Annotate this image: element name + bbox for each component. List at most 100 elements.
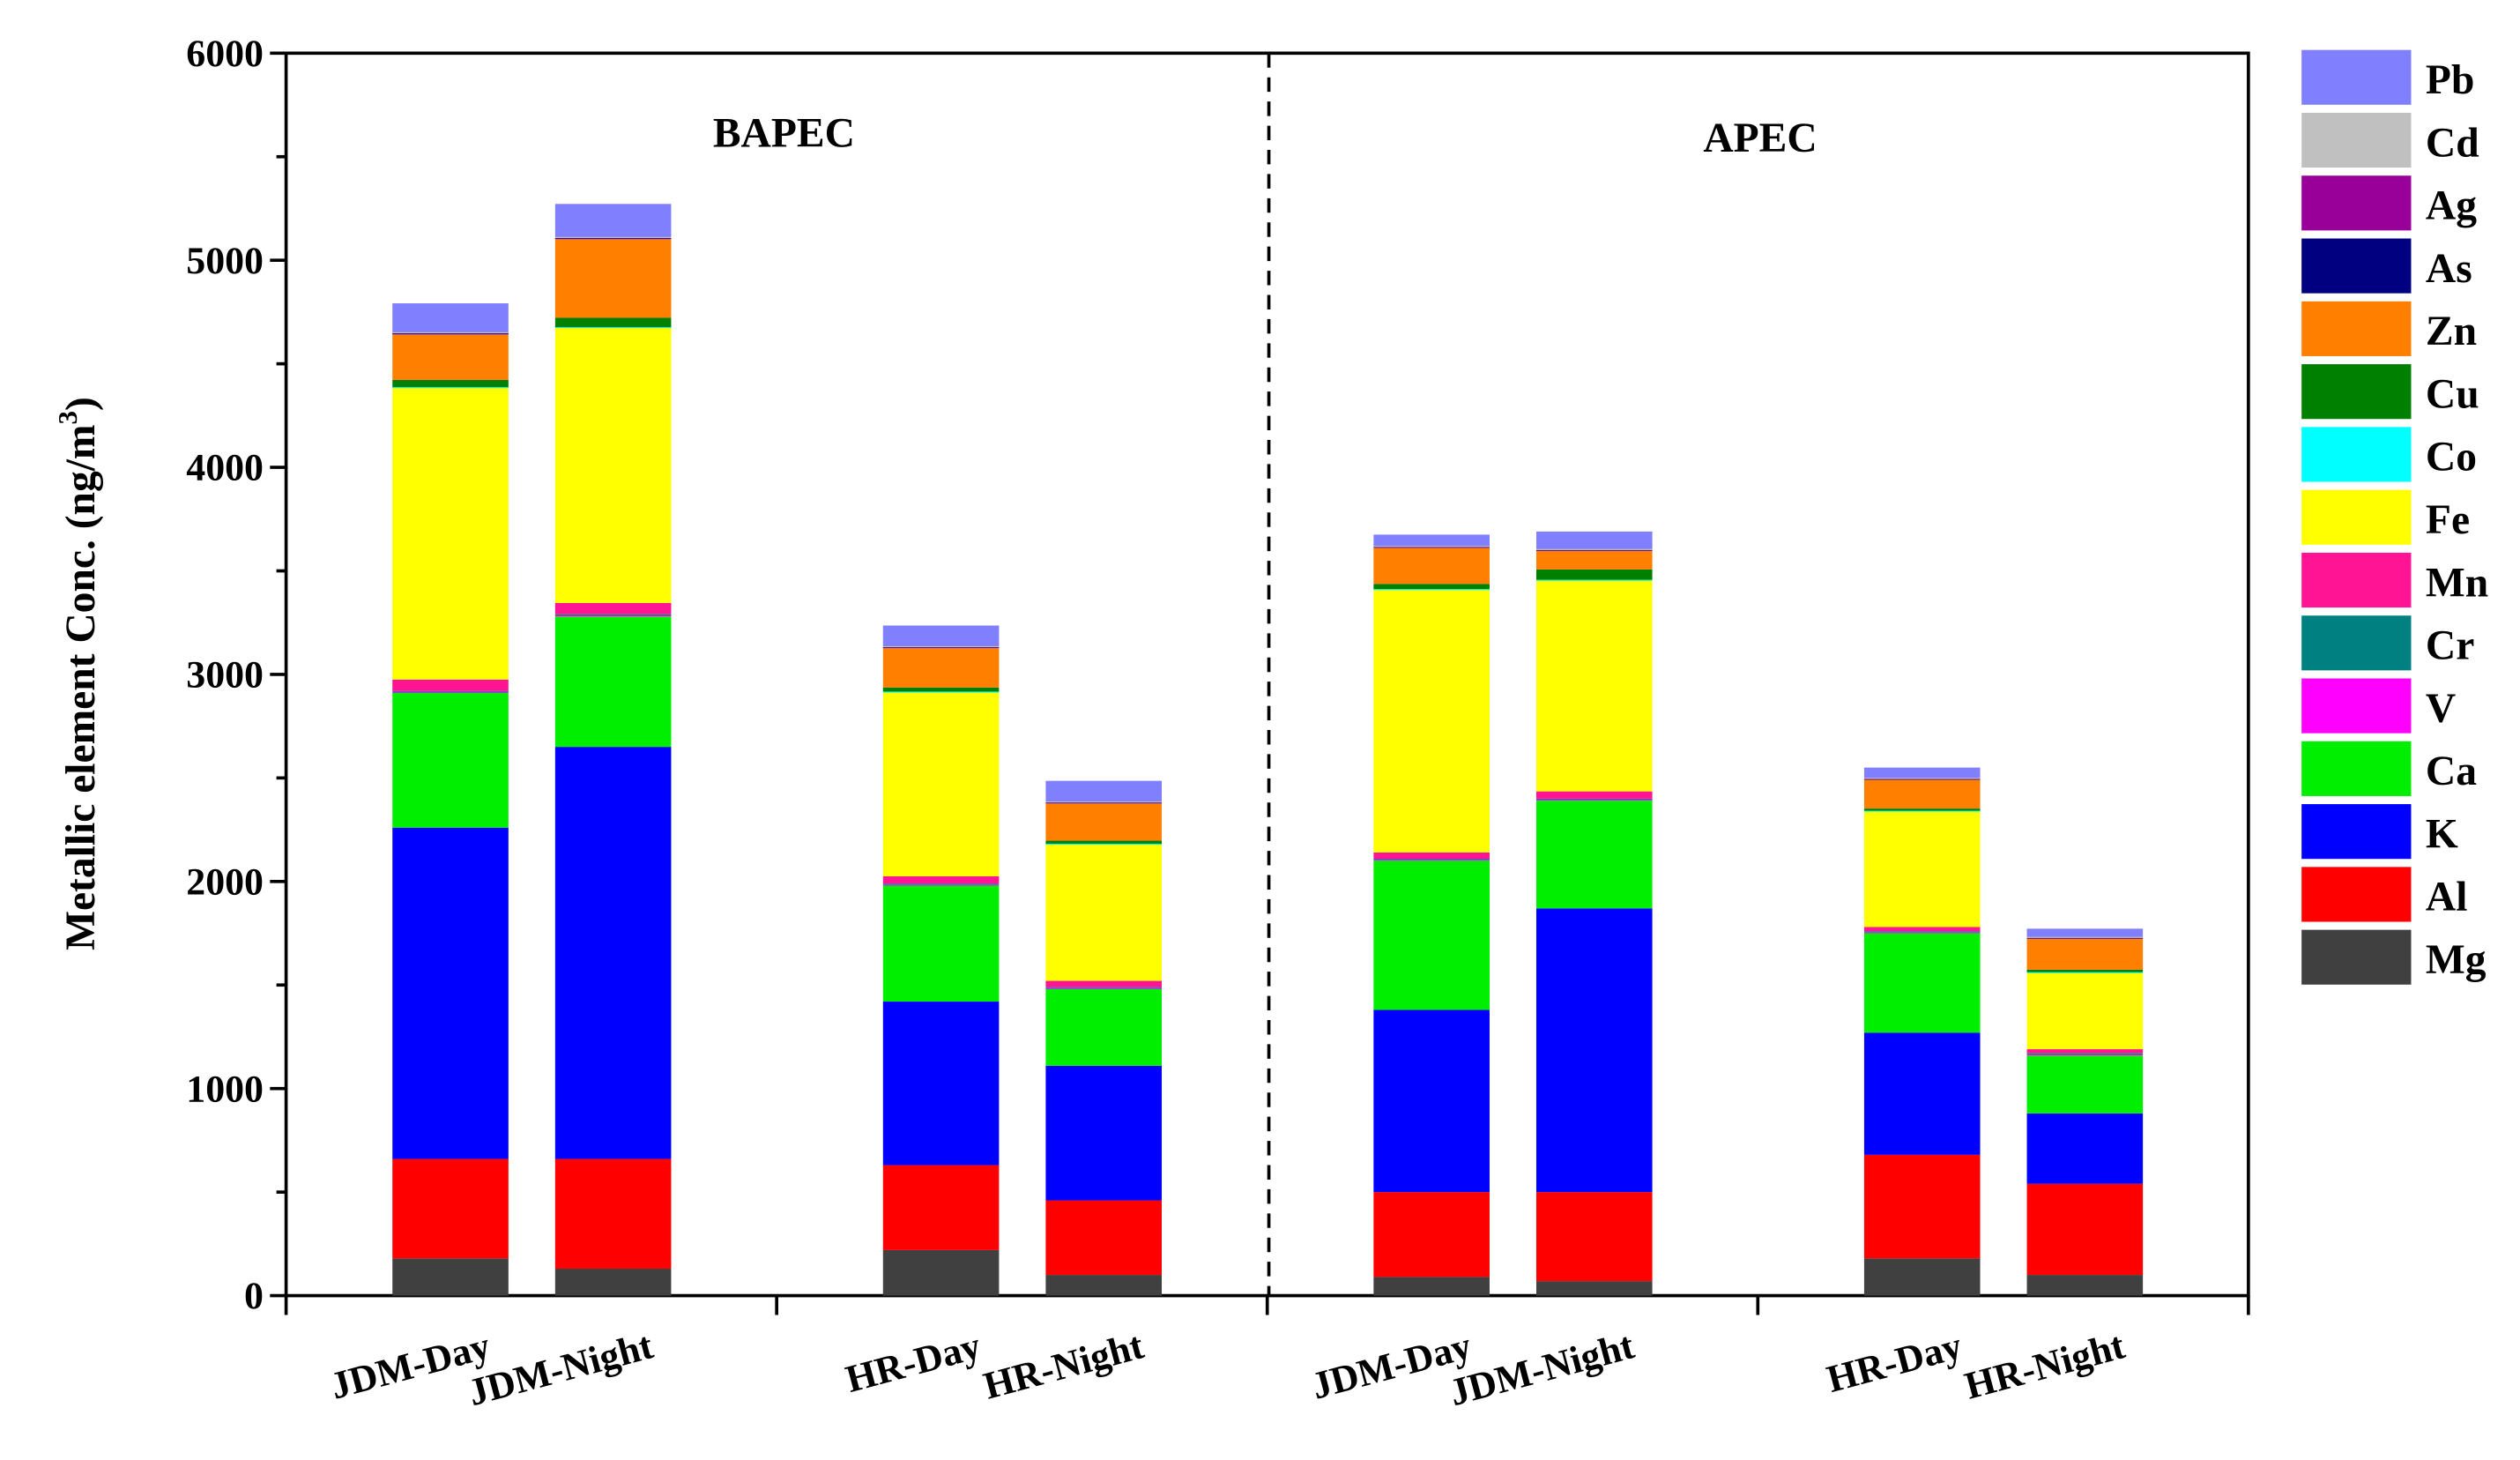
legend-label: Co (2426, 435, 2477, 480)
bar-segment-cd (1373, 546, 1490, 548)
legend-swatch (2301, 112, 2412, 168)
legend-label: Zn (2426, 309, 2477, 354)
legend-swatch (2301, 49, 2412, 105)
legend-label: Cu (2426, 371, 2479, 417)
bar-segment-fe (1045, 844, 1163, 981)
x-tick-label: HR-Night (979, 1324, 1148, 1407)
bar-segment-al (882, 1165, 1000, 1250)
bar-segment-zn (1373, 548, 1490, 585)
bar-segment-pb (2026, 928, 2144, 937)
bar-segment-cr (1535, 798, 1653, 801)
bar-segment-v (1045, 987, 1163, 989)
bar-segment-mn (882, 875, 1000, 884)
bar-segment-mg (1863, 1258, 1981, 1296)
x-tick-label: JDM-Night (464, 1324, 658, 1414)
y-tick-label: 1000 (186, 1068, 264, 1110)
bar-segment-zn (1535, 550, 1653, 570)
bar-segment-mn (2026, 1049, 2144, 1054)
legend-label: Cd (2426, 120, 2479, 166)
bar-segment-cu (1863, 808, 1981, 811)
bar-segment-co (1045, 844, 1163, 845)
bar-segment-cu (882, 687, 1000, 692)
bar-segment-cd (2026, 936, 2144, 938)
bar-segment-cr (1045, 987, 1163, 988)
y-tick-label: 4000 (186, 447, 264, 489)
bar-segment-cr (882, 883, 1000, 885)
legend-swatch (2301, 427, 2412, 482)
bar-segment-pb (882, 625, 1000, 646)
bar-segment-cr (1863, 931, 1981, 933)
bar-segment-v (1863, 932, 1981, 934)
bar-segment-mg (882, 1249, 1000, 1296)
bar-segment-co (392, 387, 509, 389)
panel-title-bapec: BAPEC (713, 110, 855, 156)
bar-segment-as (554, 237, 672, 240)
bar-segment-fe (1535, 580, 1653, 792)
x-tick-label: HR-Night (1960, 1324, 2130, 1407)
bar-segment-fe (1863, 810, 1981, 927)
bar-segment-cd (1045, 801, 1163, 803)
y-axis-title: Metallic element Conc. (ng/m3) (52, 397, 104, 950)
y-axis-title-close: ) (58, 397, 104, 411)
legend-label: Ag (2426, 183, 2477, 229)
bar-segment-pb (1535, 531, 1653, 549)
bar-segment-cu (1535, 569, 1653, 580)
bar-segment-cd (882, 645, 1000, 648)
bar-segment-ca (882, 885, 1000, 1002)
bar-segment-ca (2026, 1055, 2144, 1114)
bar-segment-mn (1535, 791, 1653, 799)
bar-segment-pb (1373, 534, 1490, 547)
bar-segment-cu (392, 379, 509, 388)
bars (392, 204, 2144, 1296)
bar-segment-fe (392, 387, 509, 680)
bar-segment-co (1863, 810, 1981, 812)
legend-label: Fe (2426, 497, 2470, 543)
legend-swatch (2301, 489, 2412, 545)
bar-segment-mg (1535, 1281, 1653, 1296)
bar-segment-v (554, 615, 672, 617)
bar-segment-mn (1863, 927, 1981, 932)
bar-segment-cr (1373, 858, 1490, 860)
bar-segment-k (1535, 908, 1653, 1193)
bar-segment-cu (554, 317, 672, 328)
bar-segment-v (392, 691, 509, 694)
y-axis-title-main: Metallic element Conc. (ng/m (58, 425, 104, 950)
bar-segment-cd (554, 236, 672, 238)
bar-segment-ca (1535, 801, 1653, 909)
bar-segment-cu (2026, 969, 2144, 972)
bar-segment-mn (392, 679, 509, 691)
legend-swatch (2301, 929, 2412, 985)
legend-label: Al (2426, 875, 2468, 920)
bar-segment-cd (392, 331, 509, 334)
bar-segment-co (554, 327, 672, 329)
legend-label: Ca (2426, 749, 2477, 794)
legend-swatch (2301, 867, 2412, 922)
legend-label: As (2426, 246, 2472, 292)
bar-segment-fe (882, 691, 1000, 876)
bar-segment-mg (1045, 1275, 1163, 1296)
x-tick-label: JDM-Night (1445, 1324, 1639, 1414)
bar-segment-v (1535, 800, 1653, 801)
legend-swatch (2301, 804, 2412, 860)
y-axis-title-superscript: 3 (52, 411, 83, 425)
bar-segment-mg (1373, 1277, 1490, 1296)
bar-segment-al (1863, 1154, 1981, 1259)
bar-segment-ca (392, 693, 509, 828)
x-tick-label: HR-Day (842, 1324, 985, 1401)
legend-label: K (2426, 811, 2458, 857)
bar-segment-zn (554, 239, 672, 318)
bar-segment-v (2026, 1054, 2144, 1056)
bar-segment-mg (554, 1269, 672, 1296)
bar-segment-fe (554, 327, 672, 603)
y-tick-label: 5000 (186, 240, 264, 282)
legend-swatch (2301, 175, 2412, 231)
bar-segment-fe (1373, 589, 1490, 853)
bar-segment-pb (1045, 780, 1163, 802)
bar-segment-co (1535, 579, 1653, 581)
legend-swatch (2301, 678, 2412, 734)
bar-segment-k (1863, 1032, 1981, 1155)
bar-segment-k (392, 827, 509, 1159)
bar-segment-mn (1373, 852, 1490, 859)
bar-segment-al (554, 1158, 672, 1270)
